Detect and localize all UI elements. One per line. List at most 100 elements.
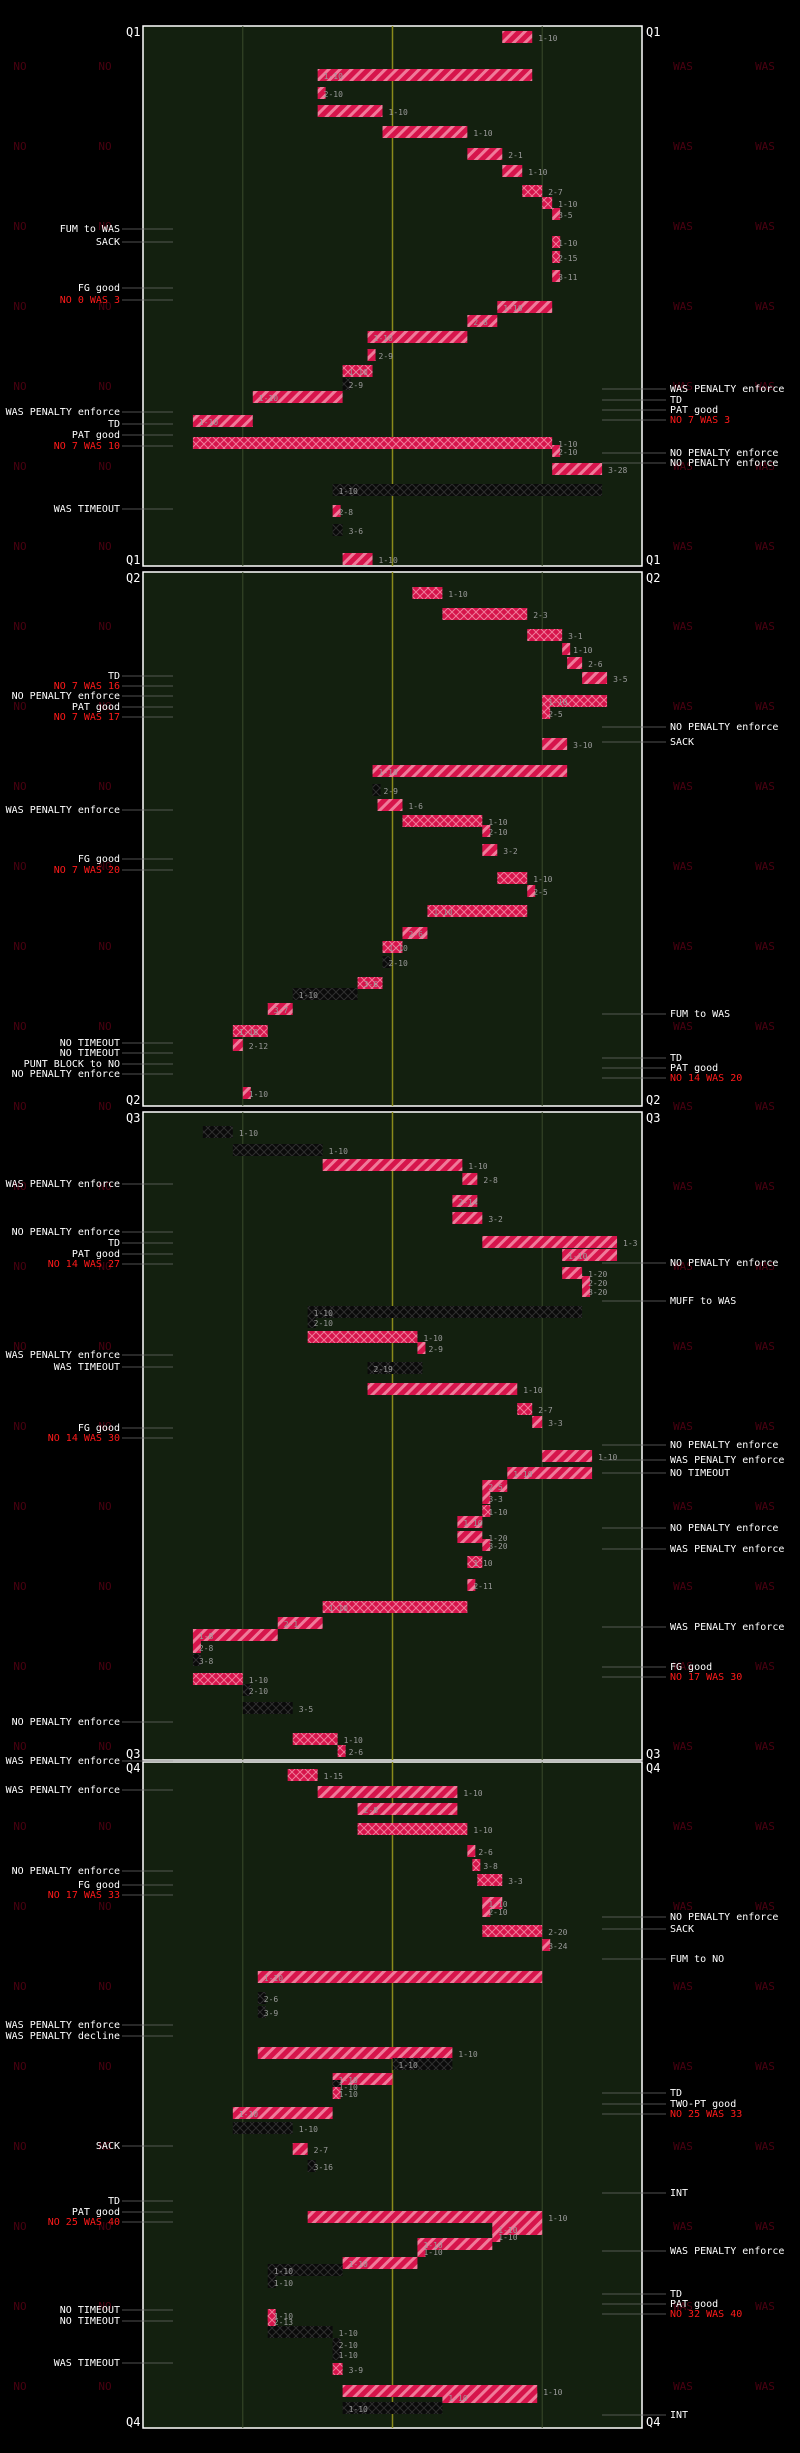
down-label: 2-10 (389, 959, 408, 968)
drive-bar (382, 941, 403, 953)
drive-bar (322, 1601, 468, 1613)
down-label: 1-10 (299, 991, 318, 1000)
down-label: 2-8 (339, 508, 354, 517)
play-label: WAS TIMEOUT (54, 2358, 120, 2369)
drive-bar (192, 1629, 278, 1641)
score-label: NO 0 WAS 3 (60, 295, 120, 306)
drive-bar (307, 2160, 316, 2172)
play-label: PAT good (670, 2299, 718, 2310)
play-label: NO TIMEOUT (60, 1038, 120, 1049)
play-label: NO PENALTY enforce (670, 458, 778, 469)
drive-bar (267, 2326, 333, 2338)
down-label: 3-28 (608, 466, 627, 475)
down-label: 1-10 (339, 2351, 358, 2360)
play-label: FG good (78, 1880, 120, 1891)
down-label: 3-6 (349, 527, 364, 536)
down-label: 1-10 (239, 1129, 258, 1138)
play-label: TWO-PT good (670, 2099, 736, 2110)
down-label: 1-10 (488, 1900, 507, 1909)
play-label: FUM to WAS (670, 1009, 730, 1020)
down-label: 1-10 (239, 2110, 258, 2119)
down-label: 1-10 (513, 1470, 532, 1479)
play-label: TD (670, 2088, 682, 2099)
drive-bar (462, 1173, 478, 1185)
down-label: 2-5 (548, 710, 563, 719)
play-label: FG good (670, 1662, 712, 1673)
score-label: NO 17 WAS 33 (48, 1890, 120, 1901)
drive-bar (417, 2238, 493, 2250)
team-watermark: WAS (755, 1180, 775, 1193)
play-label: TD (670, 1053, 682, 1064)
team-watermark: WAS (673, 2380, 693, 2393)
drive-bar (332, 505, 341, 517)
down-label: 1-10 (274, 2267, 293, 2276)
play-label: NO PENALTY enforce (670, 1523, 778, 1534)
team-watermark: WAS (755, 540, 775, 553)
play-label: NO TIMEOUT (60, 1048, 120, 1059)
drive-bar (292, 988, 358, 1000)
drive-bar (392, 2058, 453, 2070)
team-watermark: WAS (673, 220, 693, 233)
drive-bar (277, 1617, 323, 1629)
drive-bar (192, 1654, 201, 1666)
team-watermark: WAS (673, 780, 693, 793)
drive-bar (332, 2338, 341, 2350)
down-label: 2-7 (548, 188, 563, 197)
team-watermark: NO (98, 1740, 111, 1753)
team-watermark: NO (98, 2220, 111, 2233)
play-label: FUM to NO (670, 1954, 724, 1965)
team-watermark: WAS (673, 1100, 693, 1113)
drive-bar (402, 927, 428, 939)
drive-bar (522, 185, 543, 197)
team-watermark: WAS (673, 620, 693, 633)
quarter-label: Q3 (646, 1747, 660, 1761)
team-watermark: NO (13, 860, 26, 873)
down-label: 1-10 (558, 200, 577, 209)
drive-bar (257, 1992, 266, 2004)
drive-bar (582, 672, 608, 684)
down-label: 2-10 (314, 1319, 333, 1328)
drive-bar (482, 1480, 508, 1492)
drive-bar (367, 1362, 423, 1374)
down-label: 3-3 (488, 1495, 503, 1504)
score-label: NO 14 WAS 27 (48, 1259, 120, 1270)
drive-bar (442, 608, 528, 620)
down-label: 1-10 (473, 1826, 492, 1835)
down-label: 2-10 (488, 828, 507, 837)
down-label: 2-8 (199, 1644, 214, 1653)
team-watermark: WAS (755, 1260, 775, 1273)
drive-bar (552, 236, 561, 248)
team-watermark: NO (13, 540, 26, 553)
team-watermark: WAS (673, 1660, 693, 1673)
drive-bar (372, 765, 568, 777)
drive-bar (342, 2402, 443, 2414)
down-label: 1-10 (488, 1508, 507, 1517)
down-label: 1-20 (588, 1270, 607, 1279)
drive-bar (582, 1276, 591, 1288)
team-watermark: WAS (755, 60, 775, 73)
drive-bar (477, 1874, 503, 1886)
down-label: 1-10 (433, 908, 452, 917)
team-watermark: NO (98, 1180, 111, 1193)
score-label: NO 7 WAS 17 (54, 712, 120, 723)
team-watermark: NO (13, 940, 26, 953)
drive-bar (332, 484, 603, 496)
drive-bar (252, 391, 343, 403)
drive-bar (582, 1285, 591, 1297)
down-label: 3-10 (573, 741, 592, 750)
play-label: WAS PENALTY enforce (670, 1455, 784, 1466)
down-label: 2-20 (548, 1928, 567, 1937)
team-watermark: NO (98, 1980, 111, 1993)
down-label: 2-9 (379, 352, 394, 361)
play-label: INT (670, 2410, 688, 2421)
down-label: 1-10 (374, 334, 393, 343)
play-label: PAT good (72, 1249, 120, 1260)
team-watermark: NO (98, 1260, 111, 1273)
drive-bar (242, 1702, 293, 1714)
drive-bar (452, 1195, 478, 1207)
down-label: 1-10 (389, 108, 408, 117)
down-label: 2-10 (339, 2341, 358, 2350)
down-label: 3-16 (314, 2163, 333, 2172)
team-watermark: NO (98, 60, 111, 73)
play-label: TD (108, 2196, 120, 2207)
